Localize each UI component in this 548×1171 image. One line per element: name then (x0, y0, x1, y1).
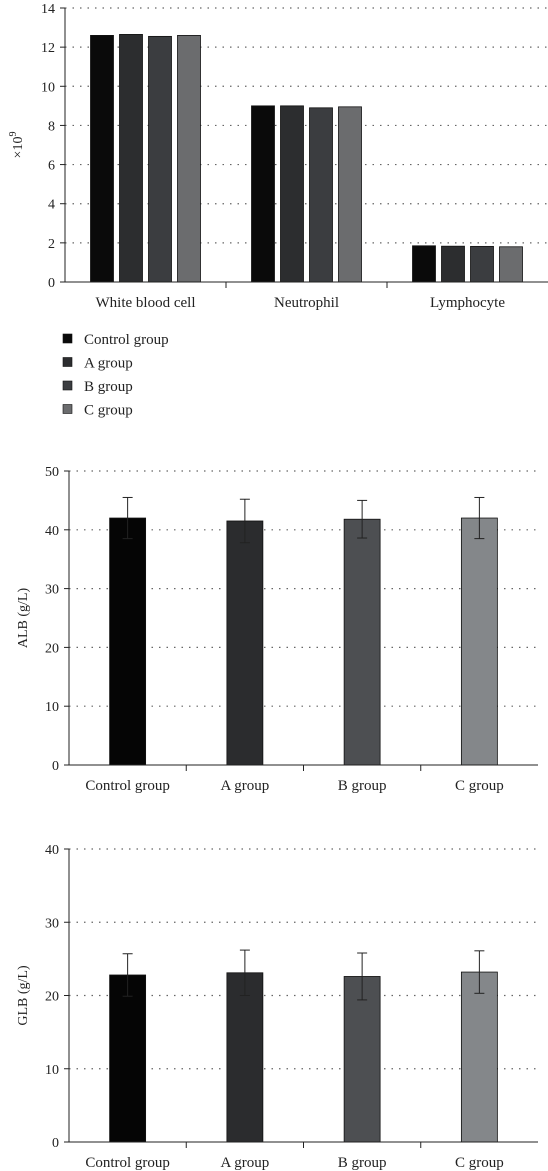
x-tick-label: Neutrophil (274, 295, 339, 311)
bar (226, 972, 264, 1143)
y-tick-label: 0 (48, 276, 55, 291)
y-tick-label: 4 (48, 198, 55, 213)
x-tick-label: C group (455, 778, 504, 794)
bar (460, 971, 498, 1143)
x-tick-label: B group (338, 1155, 387, 1171)
y-tick-label: 0 (52, 1136, 59, 1151)
bar (343, 976, 381, 1143)
y-axis-label: GLB (g/L) (16, 965, 31, 1026)
y-tick-label: 20 (45, 990, 59, 1005)
y-tick-label: 12 (41, 41, 55, 56)
y-tick-label: 10 (45, 1063, 59, 1078)
blood-cell-chart: 0 2 4 6 8 10 12 14 White blood cell Neutrophil Lym… (8, 2, 548, 419)
bar (109, 517, 147, 766)
bar (251, 105, 275, 283)
y-axis-label: ALB (g/L) (16, 588, 31, 649)
y-tick-label: 6 (48, 159, 55, 174)
x-tick-label: A group (221, 1155, 270, 1171)
bar (280, 105, 304, 283)
bar (119, 34, 143, 283)
legend-label: A group (84, 356, 133, 372)
x-tick-label: A group (221, 778, 270, 794)
y-tick-label: 2 (48, 237, 55, 252)
legend-swatch (62, 404, 73, 414)
bar (109, 974, 147, 1143)
legend-swatch (62, 333, 73, 344)
y-tick-label: 8 (48, 119, 55, 134)
legend-swatch (62, 357, 73, 367)
x-tick-label: C group (455, 1155, 504, 1171)
bar (309, 107, 333, 283)
legend-label: Control group (84, 332, 169, 348)
y-tick-label: 50 (45, 465, 59, 480)
bar (343, 518, 381, 766)
y-tick-label: 0 (52, 759, 59, 774)
y-tick-label: 20 (45, 641, 59, 656)
y-tick-label: 30 (45, 583, 59, 598)
legend-swatch (62, 380, 73, 391)
y-tick-label: 14 (41, 2, 55, 17)
y-tick-label: 10 (41, 80, 55, 95)
y-tick-label: 30 (45, 916, 59, 931)
x-tick-label: Control group (85, 778, 170, 794)
y-axis-label-exponent: 9 (8, 132, 19, 137)
legend-label: C group (84, 403, 133, 419)
bar (412, 245, 436, 283)
y-tick-label: 40 (45, 524, 59, 539)
glb-chart: 0 10 20 30 40 Control group A group B group C gr… (16, 843, 538, 1171)
bar (90, 35, 114, 283)
y-axis-label: ×109 (8, 132, 26, 159)
bar (148, 35, 172, 283)
bar (338, 106, 362, 283)
y-tick-label: 40 (45, 843, 59, 858)
x-tick-label: B group (338, 778, 387, 794)
bar (177, 35, 201, 283)
bar (499, 246, 523, 283)
bar (460, 517, 498, 766)
x-tick-label: Control group (85, 1155, 170, 1171)
y-axis-label-base: ×10 (11, 137, 26, 159)
x-tick-label: White blood cell (96, 295, 196, 311)
x-tick-label: Lymphocyte (430, 295, 505, 311)
y-tick-label: 10 (45, 700, 59, 715)
bar (441, 245, 465, 283)
legend-label: B group (84, 379, 133, 395)
alb-chart: 0 10 20 30 40 50 Control group A group B group C … (16, 465, 538, 794)
bar (226, 520, 264, 766)
bar (470, 245, 494, 283)
